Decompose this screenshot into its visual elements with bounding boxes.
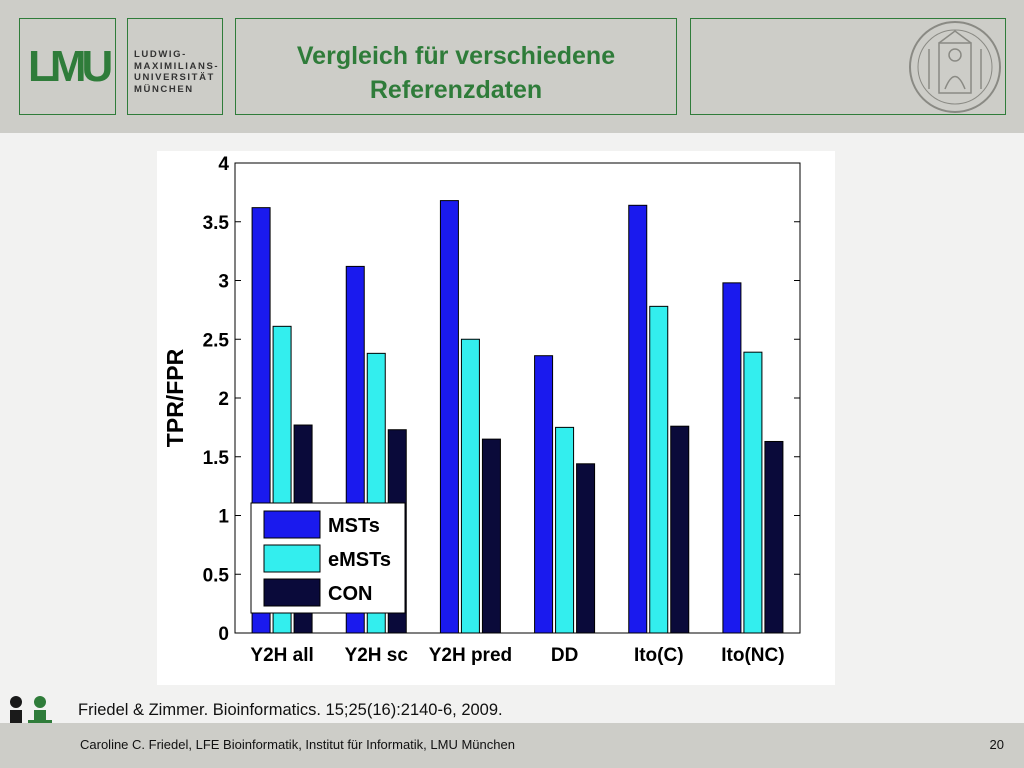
- y-tick-label: 1.5: [203, 448, 230, 469]
- bar-con-2: [481, 438, 501, 634]
- bar-emsts-5: [743, 351, 763, 634]
- y-tick-label: 3.5: [203, 213, 230, 234]
- bar-con-3: [576, 463, 596, 634]
- x-tick-label: Y2H pred: [429, 645, 512, 666]
- reference-citation: Friedel & Zimmer. Bioinformatics. 15;25(…: [78, 701, 503, 719]
- slide-title-line2: Referenzdaten: [369, 76, 543, 104]
- legend-swatch-con: [263, 578, 321, 607]
- university-name-box: LUDWIG- MAXIMILIANS- UNIVERSITÄT MÜNCHEN: [127, 18, 223, 115]
- slide-title-line1: Vergleich für verschiedene: [296, 42, 616, 70]
- title-box: Vergleich für verschiedene Referenzdaten: [235, 18, 677, 115]
- bar-emsts-2: [460, 338, 480, 634]
- bar-msts-3: [534, 355, 554, 634]
- legend-swatch-msts: [263, 510, 321, 539]
- x-tick-label: Y2H sc: [345, 645, 409, 666]
- bar-msts-2: [439, 200, 459, 634]
- x-tick-label: DD: [551, 645, 578, 666]
- y-tick-label: 2: [218, 389, 229, 410]
- seal-box: [690, 18, 1006, 115]
- x-tick-label: Y2H all: [250, 645, 313, 666]
- footer-band: [0, 725, 1024, 768]
- x-tick-label: Ito(NC): [721, 645, 784, 666]
- bar-msts-4: [628, 204, 648, 634]
- legend-label-emsts: eMSTs: [328, 549, 391, 571]
- y-axis-label: TPR/FPR: [162, 348, 188, 447]
- bar-con-5: [764, 440, 784, 634]
- bar-emsts-4: [649, 305, 669, 634]
- y-tick-label: 3: [218, 272, 229, 293]
- y-tick-label: 0: [218, 624, 229, 645]
- y-tick-label: 2.5: [203, 330, 230, 351]
- lmu-logo: LMU: [28, 42, 113, 91]
- y-tick-label: 0.5: [203, 565, 230, 586]
- x-tick-label: Ito(C): [634, 645, 684, 666]
- bar-msts-5: [722, 282, 742, 634]
- y-tick-label: 1: [218, 507, 229, 528]
- footer-author: Caroline C. Friedel, LFE Bioinformatik, …: [80, 737, 515, 752]
- y-tick-label: 4: [218, 154, 229, 175]
- legend-label-msts: MSTs: [328, 515, 380, 537]
- lmu-logo-box: LMU: [19, 18, 116, 115]
- university-seal-icon: [909, 21, 1001, 113]
- bar-con-4: [670, 425, 690, 634]
- bar-chart: Y2H all Y2H sc Y2H pred DD Ito(C) Ito(NC) 0 0.5…: [162, 154, 801, 666]
- legend-swatch-emsts: [263, 544, 321, 573]
- university-name: LUDWIG- MAXIMILIANS- UNIVERSITÄT MÜNCHEN: [134, 49, 220, 95]
- legend-label-con: CON: [328, 583, 372, 605]
- chart-panel: Y2H all Y2H sc Y2H pred DD Ito(C) Ito(NC) 0 0.5…: [157, 151, 835, 685]
- footer-divider: [0, 723, 1024, 725]
- slide-title: Vergleich für verschiedene Referenzdaten: [236, 39, 676, 107]
- bar-emsts-3: [555, 426, 575, 634]
- page-number: 20: [989, 737, 1004, 752]
